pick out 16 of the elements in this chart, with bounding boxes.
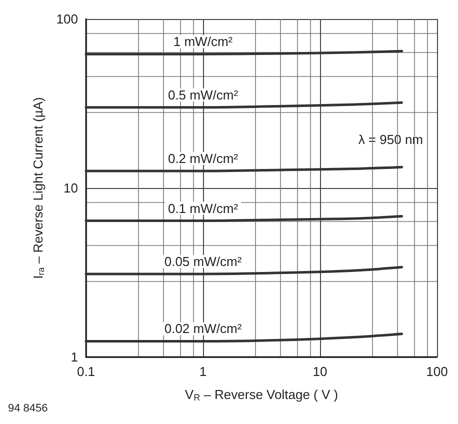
series-label: 0.2 mW/cm² <box>168 151 239 166</box>
series-label: 0.5 mW/cm² <box>168 87 239 102</box>
x-tick-label: 10 <box>312 364 328 379</box>
y-axis-title: Ira – Reverse Light Current (µA) <box>30 97 46 279</box>
y-tick-label: 10 <box>64 180 78 196</box>
x-tick-label: 0.1 <box>76 364 96 379</box>
series-label: 1 mW/cm² <box>173 34 234 50</box>
x-tick-label: 100 <box>426 364 448 379</box>
series-label: 0.1 mW/cm² <box>168 200 239 216</box>
annotation: λ = 950 nm <box>358 132 424 147</box>
y-tick-label: 100 <box>56 12 78 26</box>
text: 94 8456 <box>8 402 48 414</box>
series-label: 0.02 mW/cm² <box>164 321 242 336</box>
y-tick-label: 1 <box>70 350 78 364</box>
series-label: 0.05 mW/cm² <box>164 254 242 269</box>
x-tick-label: 1 <box>199 364 207 379</box>
